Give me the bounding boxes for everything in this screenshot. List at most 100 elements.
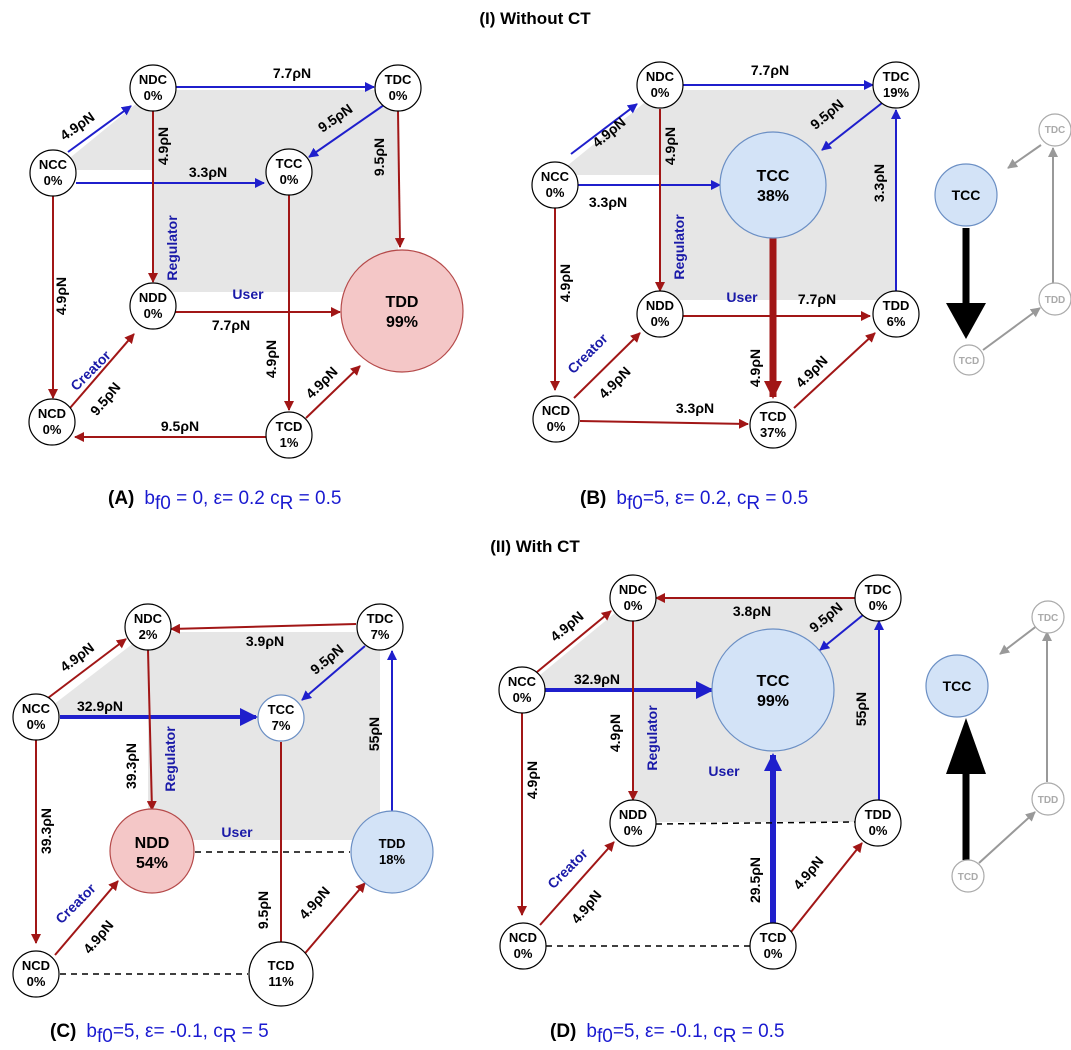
- node-tdd: TDD 6%: [872, 290, 920, 338]
- mini-node-tcc: TCC: [934, 163, 998, 227]
- svg-text:TCC: TCC: [757, 168, 790, 185]
- edge-label: 55ρN: [366, 717, 382, 751]
- svg-text:NDC: NDC: [646, 69, 675, 84]
- svg-text:TCD: TCD: [276, 419, 303, 434]
- mini-node-tdd: TDD: [1038, 282, 1071, 316]
- svg-text:TDD: TDD: [1045, 295, 1066, 306]
- svg-text:11%: 11%: [268, 974, 294, 989]
- svg-text:TDC: TDC: [883, 69, 910, 84]
- node-tdc: TDC 19%: [872, 61, 920, 109]
- svg-text:0%: 0%: [144, 88, 163, 103]
- edge-ncc-ndc: [570, 103, 638, 155]
- node-tcc: TCC 0%: [265, 148, 313, 196]
- svg-text:TDD: TDD: [379, 836, 406, 851]
- svg-text:0%: 0%: [869, 598, 888, 613]
- edge-tdc-tcc: [308, 104, 385, 158]
- edge-label: 32.9ρN: [574, 671, 620, 687]
- edge-ncd-ndd: [539, 841, 615, 926]
- edge-tdc-ndc: [170, 623, 357, 634]
- svg-text:NDD: NDD: [619, 807, 647, 822]
- mini-diagram-bottom: TDC TCC TDD TCD: [925, 600, 1065, 893]
- node-tdd: TDD 99%: [340, 249, 464, 373]
- edge-tdc-tcc: [821, 102, 883, 151]
- panel-c: 4.9ρN 3.9ρN 9.5ρN 32.9ρN 39.3ρN 55ρN 39.…: [12, 603, 434, 1047]
- svg-text:0%: 0%: [624, 823, 643, 838]
- svg-text:0%: 0%: [651, 85, 670, 100]
- svg-text:0%: 0%: [546, 185, 565, 200]
- svg-text:0%: 0%: [651, 314, 670, 329]
- node-ncd: NCD 0%: [28, 398, 76, 446]
- edge-label: 4.9ρN: [524, 761, 540, 799]
- svg-text:TCD: TCD: [959, 356, 980, 367]
- node-ndd: NDD 0%: [636, 290, 684, 338]
- node-tdc: TDC 0%: [374, 64, 422, 112]
- axis-label-creator: Creator: [544, 845, 591, 892]
- caption-c: (C) bf0=5, ε= -0.1, cR = 5: [50, 1021, 269, 1047]
- node-tdc: TDC 7%: [356, 603, 404, 651]
- edge-ncd-tcd: [579, 418, 749, 429]
- svg-text:NCD: NCD: [22, 958, 50, 973]
- svg-text:NDD: NDD: [646, 298, 674, 313]
- node-tcd: TCD 1%: [265, 411, 313, 459]
- edge-label: 3.9ρN: [246, 633, 284, 649]
- edge-label: 7.7ρN: [798, 291, 836, 307]
- svg-text:TCD: TCD: [268, 958, 295, 973]
- node-tcd: TCD 37%: [749, 401, 797, 449]
- edge-label: 4.9ρN: [747, 349, 763, 387]
- svg-text:TDC: TDC: [865, 582, 892, 597]
- svg-text:19%: 19%: [883, 85, 909, 100]
- edge-ncd-ndd: [54, 880, 119, 956]
- svg-text:TCD: TCD: [760, 930, 787, 945]
- caption-a: (A) bf0 = 0, ε= 0.2 cR = 0.5: [108, 488, 341, 514]
- edge-label: 7.7ρN: [212, 317, 250, 333]
- svg-text:0%: 0%: [513, 690, 532, 705]
- svg-text:0%: 0%: [764, 946, 783, 961]
- svg-text:NCD: NCD: [542, 403, 570, 418]
- svg-text:TCD: TCD: [760, 409, 787, 424]
- edge-label: 4.9ρN: [302, 363, 340, 401]
- axis-label-regulator: Regulator: [671, 214, 687, 280]
- edge-label: 3.8ρN: [733, 603, 771, 619]
- svg-text:TCC: TCC: [757, 673, 790, 690]
- node-tcd: TCD 0%: [749, 922, 797, 970]
- edge-ncc-ndc: [67, 105, 132, 153]
- svg-text:TDD: TDD: [865, 807, 892, 822]
- svg-text:NCD: NCD: [38, 406, 66, 421]
- edge-label: 4.9ρN: [662, 127, 678, 165]
- mini-node-tcd: TCD: [953, 344, 985, 376]
- node-ncc: NCC 0%: [531, 161, 579, 209]
- edge-ncc-ndc: [47, 638, 127, 699]
- mini-diagram-top: TDC TCC TDD TCD: [934, 113, 1071, 376]
- mini-node-tdc: TDC: [1031, 600, 1065, 634]
- axis-label-user: User: [708, 763, 740, 779]
- edge-label: 39.3ρN: [123, 743, 139, 789]
- svg-text:6%: 6%: [887, 314, 906, 329]
- edge-label: 3.3ρN: [676, 400, 714, 416]
- edge-label: 9.5ρN: [255, 891, 271, 929]
- edge-label: 39.3ρN: [38, 808, 54, 854]
- svg-text:0%: 0%: [27, 717, 46, 732]
- panel-d: 4.9ρN 3.8ρN 9.5ρN 32.9ρN 4.9ρN 55ρN 4.9ρ…: [498, 574, 902, 1047]
- edge-label: 4.9ρN: [607, 714, 623, 752]
- mini-node-tdc: TDC: [1038, 113, 1071, 147]
- node-ncd: NCD 0%: [499, 922, 547, 970]
- svg-text:2%: 2%: [139, 627, 158, 642]
- svg-text:NCD: NCD: [509, 930, 537, 945]
- svg-text:0%: 0%: [280, 172, 299, 187]
- svg-text:NDC: NDC: [139, 72, 168, 87]
- svg-text:TDD: TDD: [386, 294, 419, 311]
- svg-text:38%: 38%: [757, 188, 789, 205]
- svg-text:NDD: NDD: [135, 835, 170, 852]
- svg-text:0%: 0%: [27, 974, 46, 989]
- mini-node-tdd: TDD: [1031, 782, 1065, 816]
- axis-label-creator: Creator: [52, 880, 99, 927]
- edge-label: 9.5ρN: [161, 418, 199, 434]
- svg-text:NDC: NDC: [134, 611, 163, 626]
- svg-text:0%: 0%: [547, 419, 566, 434]
- edge-label: 4.9ρN: [155, 127, 171, 165]
- svg-text:NDC: NDC: [619, 582, 648, 597]
- edge-label: 4.9ρN: [296, 883, 333, 922]
- svg-text:0%: 0%: [624, 598, 643, 613]
- edge-label: 4.9ρN: [263, 340, 279, 378]
